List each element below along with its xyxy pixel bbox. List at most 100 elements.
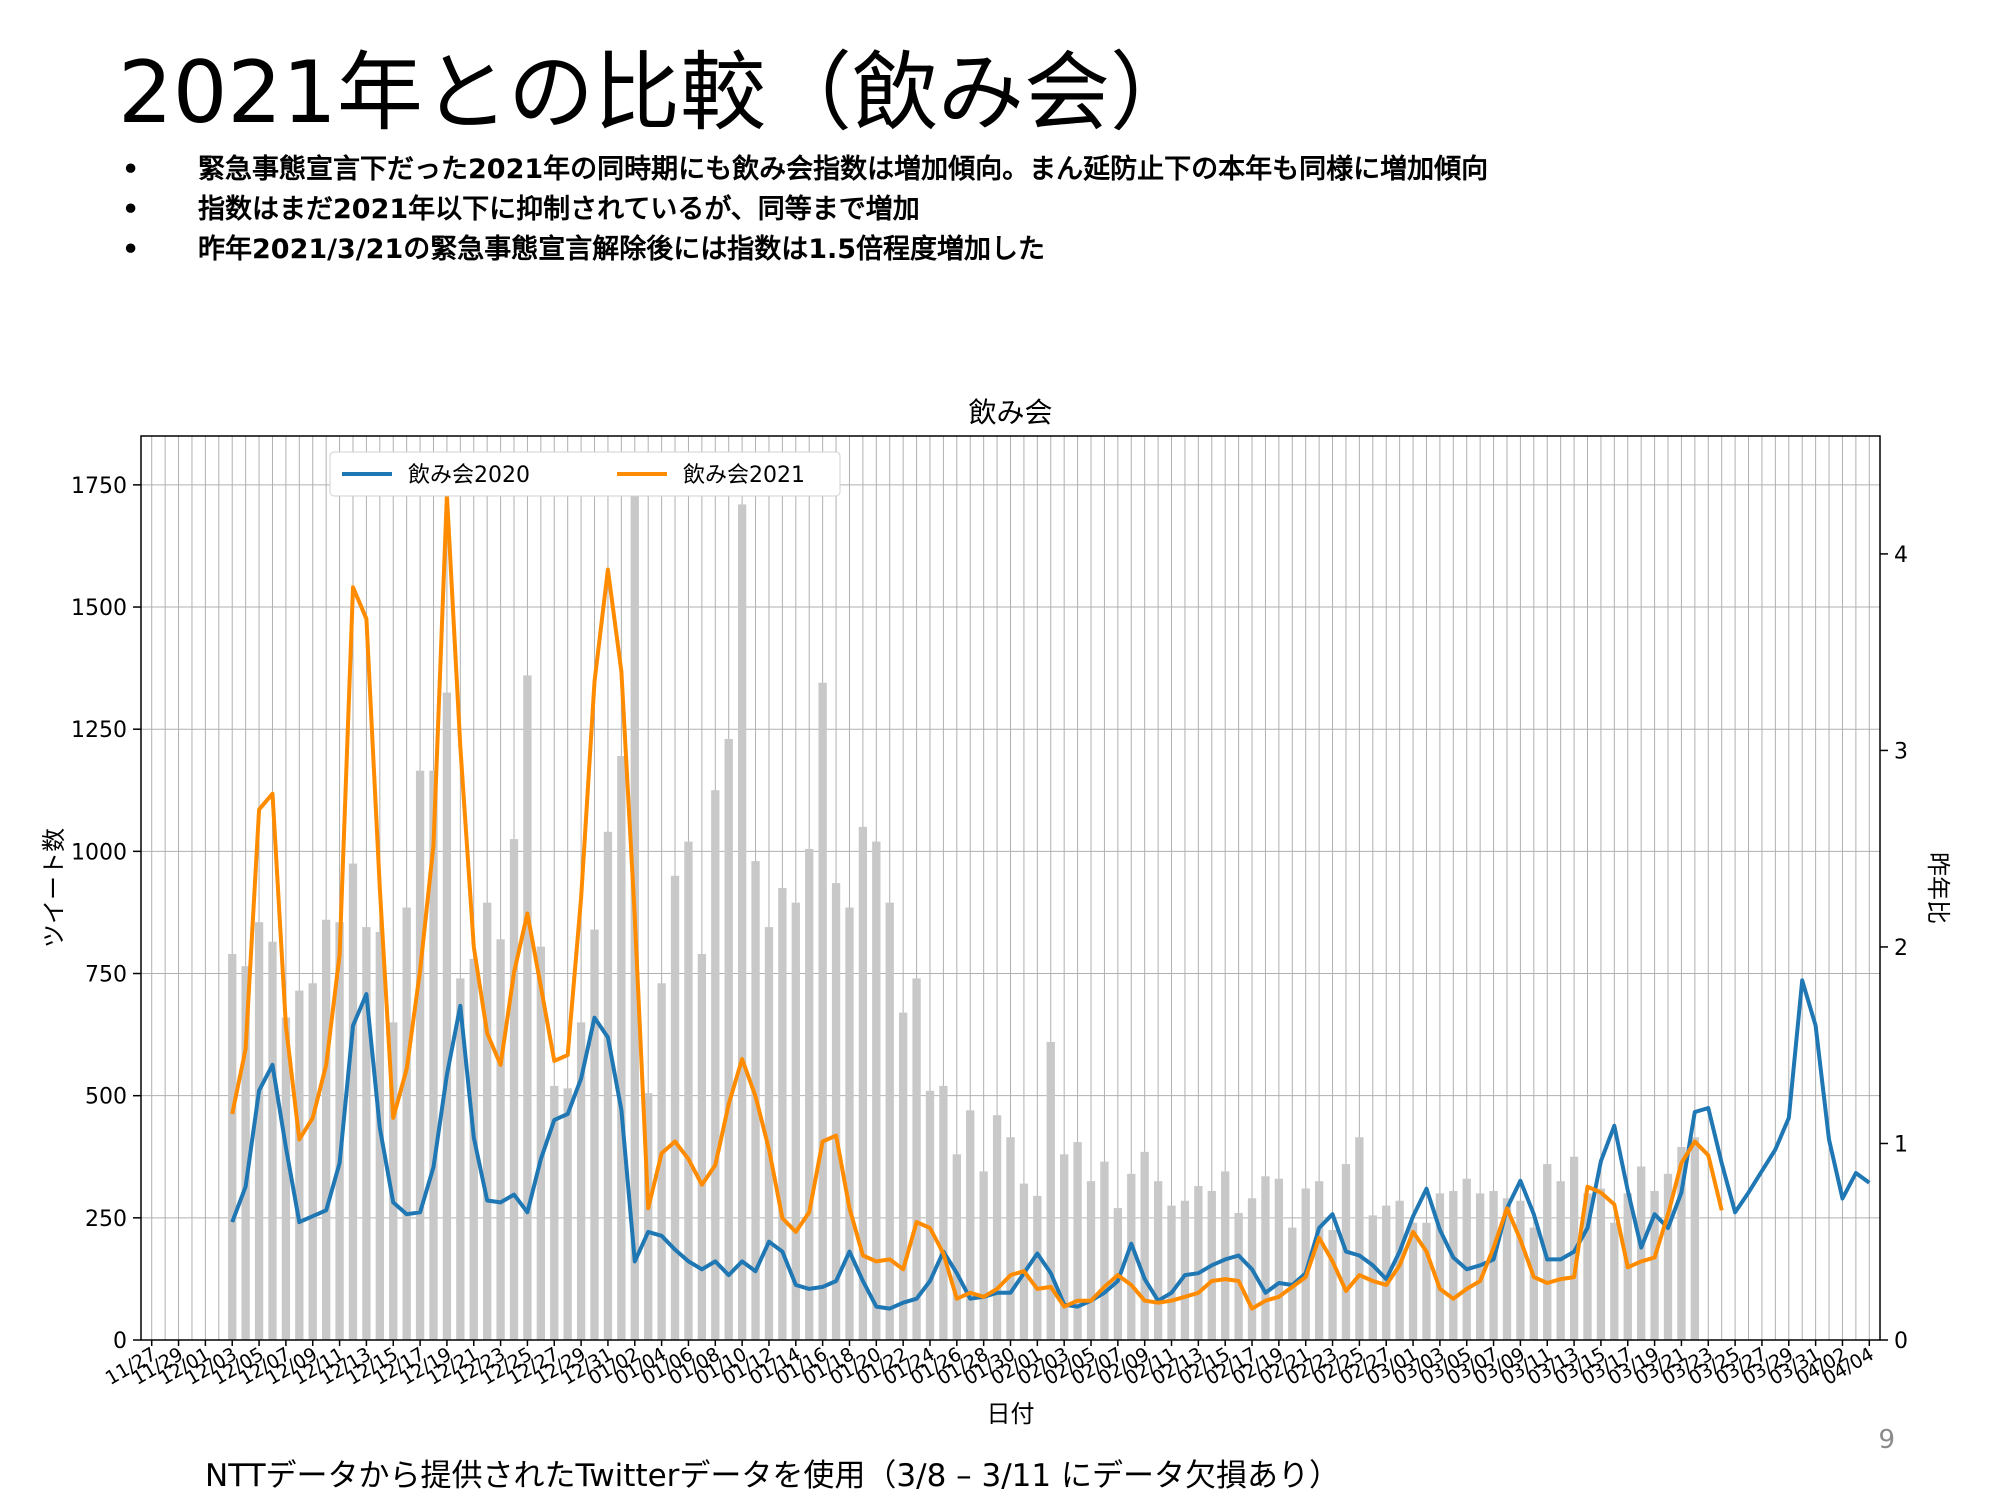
bullet-text: 指数はまだ2021年以下に抑制されているが、同等まで増加 bbox=[198, 194, 920, 225]
bar bbox=[805, 848, 814, 1340]
bar bbox=[1583, 1193, 1592, 1340]
bar bbox=[603, 831, 613, 1340]
bar bbox=[1153, 1181, 1163, 1340]
y-tick-label: 0 bbox=[113, 1329, 127, 1354]
bar bbox=[1328, 1230, 1337, 1340]
bar bbox=[737, 504, 747, 1340]
bullet-list: • 緊急事態宣言下だった2021年の同時期にも飲み会指数は増加傾向。まん延防止下の… bbox=[118, 150, 1488, 270]
bar bbox=[550, 1085, 559, 1340]
bar bbox=[1663, 1173, 1673, 1340]
bar bbox=[295, 990, 304, 1340]
bar bbox=[1677, 1146, 1686, 1340]
bar bbox=[697, 953, 707, 1340]
bar bbox=[1060, 1154, 1069, 1340]
bar bbox=[1516, 1200, 1525, 1340]
y2-tick-label: 3 bbox=[1894, 739, 1908, 764]
bar bbox=[1489, 1190, 1498, 1340]
x-axis-label: 日付 bbox=[987, 1400, 1035, 1428]
bar bbox=[1408, 1222, 1418, 1340]
bar bbox=[1382, 1205, 1391, 1340]
bar bbox=[1368, 1215, 1377, 1340]
y-axis-label: ツイート数 bbox=[40, 828, 68, 948]
bar bbox=[1596, 1188, 1606, 1340]
bar bbox=[335, 922, 344, 1340]
bar bbox=[764, 927, 774, 1340]
bar bbox=[617, 756, 626, 1340]
y-tick-label: 1000 bbox=[71, 840, 127, 865]
footnote: NTTデータから提供されたTwitterデータを使用（3/8 – 3/11 にデ… bbox=[205, 1458, 1340, 1494]
bar bbox=[1100, 1161, 1109, 1340]
bullet-dot: • bbox=[122, 234, 140, 265]
bar bbox=[1033, 1195, 1042, 1340]
chart: 0 250 500 750 1000 1250 1500 1750 0 1 2 3 4 11/27 11/2… bbox=[0, 380, 2000, 1460]
bar bbox=[1221, 1171, 1230, 1340]
bar bbox=[483, 902, 492, 1340]
bar bbox=[912, 978, 921, 1340]
slide-title: 2021年との比較（飲み会） bbox=[118, 43, 1197, 143]
y2-axis-label: 昨年比 bbox=[1924, 852, 1952, 924]
series-line-2021 bbox=[230, 493, 1724, 1311]
y-tick-label: 750 bbox=[85, 963, 127, 988]
bar bbox=[1274, 1178, 1284, 1340]
y-tick-label: 500 bbox=[85, 1085, 127, 1110]
bar bbox=[1543, 1164, 1552, 1340]
bar bbox=[1194, 1186, 1203, 1340]
bar bbox=[536, 946, 546, 1340]
bar bbox=[939, 1085, 948, 1340]
bar bbox=[563, 1088, 572, 1340]
bar bbox=[1462, 1178, 1471, 1340]
bar bbox=[389, 1022, 398, 1340]
bar bbox=[818, 682, 827, 1340]
legend-label: 飲み会2021 bbox=[683, 463, 805, 488]
bar bbox=[1690, 1137, 1700, 1340]
bar bbox=[1449, 1190, 1458, 1340]
bar bbox=[966, 1110, 975, 1340]
y-tick-label: 1500 bbox=[71, 596, 127, 621]
y2-tick-label: 1 bbox=[1894, 1132, 1908, 1157]
bar bbox=[1637, 1166, 1646, 1340]
bar bbox=[1086, 1181, 1096, 1340]
bar bbox=[1073, 1142, 1082, 1340]
bar bbox=[1261, 1176, 1270, 1340]
bar bbox=[724, 738, 733, 1340]
bar bbox=[644, 1093, 653, 1340]
bullet-dot: • bbox=[122, 154, 140, 185]
bar bbox=[228, 953, 237, 1340]
bar bbox=[778, 888, 787, 1340]
bar bbox=[791, 902, 800, 1340]
bar bbox=[362, 927, 371, 1340]
bar bbox=[684, 841, 693, 1340]
bar bbox=[1422, 1222, 1431, 1340]
bar bbox=[1650, 1190, 1659, 1340]
bar bbox=[711, 790, 720, 1340]
bar bbox=[670, 875, 680, 1340]
bar bbox=[576, 1022, 586, 1340]
bar bbox=[456, 978, 465, 1340]
bar bbox=[992, 1115, 1002, 1340]
bar bbox=[496, 939, 505, 1340]
y-tick-label: 1250 bbox=[71, 718, 127, 743]
bar bbox=[898, 1012, 908, 1340]
y2-tick-label: 4 bbox=[1894, 543, 1908, 568]
bar bbox=[1314, 1181, 1324, 1340]
bar bbox=[1435, 1193, 1445, 1340]
bar bbox=[925, 1090, 935, 1340]
bar bbox=[268, 941, 277, 1340]
y2-tick-label: 2 bbox=[1894, 936, 1908, 961]
bar bbox=[1006, 1137, 1015, 1340]
chart-title: 飲み会 bbox=[968, 396, 1052, 429]
legend-label: 飲み会2020 bbox=[408, 463, 530, 488]
bar bbox=[281, 1017, 291, 1340]
bar bbox=[1019, 1183, 1029, 1340]
bar bbox=[509, 839, 519, 1340]
y-tick-label: 1750 bbox=[71, 474, 127, 499]
bar bbox=[1529, 1227, 1538, 1340]
bar bbox=[402, 907, 411, 1340]
bar bbox=[590, 929, 599, 1340]
bar bbox=[885, 902, 894, 1340]
bar bbox=[308, 983, 317, 1340]
bar bbox=[1234, 1212, 1243, 1340]
bar bbox=[1127, 1173, 1136, 1340]
bar bbox=[952, 1154, 961, 1340]
bullet-dot: • bbox=[122, 194, 140, 225]
